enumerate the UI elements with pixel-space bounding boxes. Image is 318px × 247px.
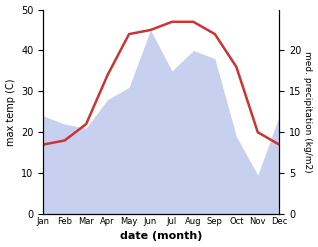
Y-axis label: med. precipitation (kg/m2): med. precipitation (kg/m2) bbox=[303, 51, 313, 173]
X-axis label: date (month): date (month) bbox=[120, 231, 203, 242]
Y-axis label: max temp (C): max temp (C) bbox=[5, 78, 16, 145]
